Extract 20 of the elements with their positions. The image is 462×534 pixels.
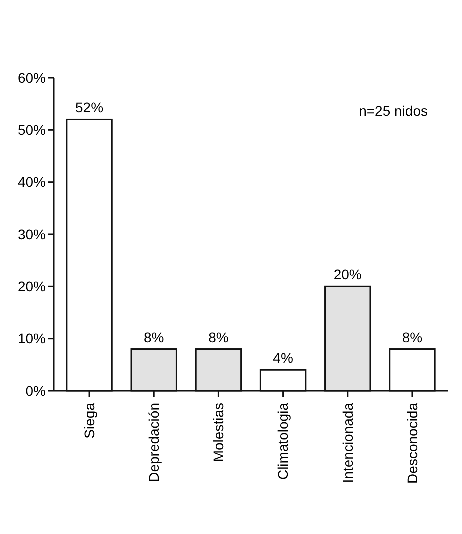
data-label: 4%: [273, 350, 294, 366]
x-tick-label: Intencionada: [340, 402, 356, 484]
annotation: n=25 nidos: [359, 103, 428, 119]
y-tick-label: 0%: [26, 382, 46, 399]
data-label: 8%: [208, 329, 229, 346]
y-tick-label: 30%: [18, 226, 46, 242]
y-tick-label: 40%: [18, 174, 46, 190]
y-tick-label: 20%: [18, 278, 46, 295]
x-tick-label: Climatologia: [275, 402, 292, 480]
data-label: 20%: [334, 266, 362, 283]
x-tick-label: Siega: [81, 402, 98, 439]
x-tick-label: Depredación: [146, 403, 162, 482]
data-label: 8%: [402, 329, 423, 346]
x-tick-label: Desconocida: [404, 402, 420, 484]
data-label: 52%: [76, 100, 104, 116]
y-tick-label: 50%: [18, 122, 46, 138]
y-tick-label: 60%: [18, 70, 46, 86]
data-label: 8%: [144, 329, 164, 346]
x-tick-label: Molestias: [210, 403, 227, 462]
y-tick-label: 10%: [18, 330, 46, 347]
